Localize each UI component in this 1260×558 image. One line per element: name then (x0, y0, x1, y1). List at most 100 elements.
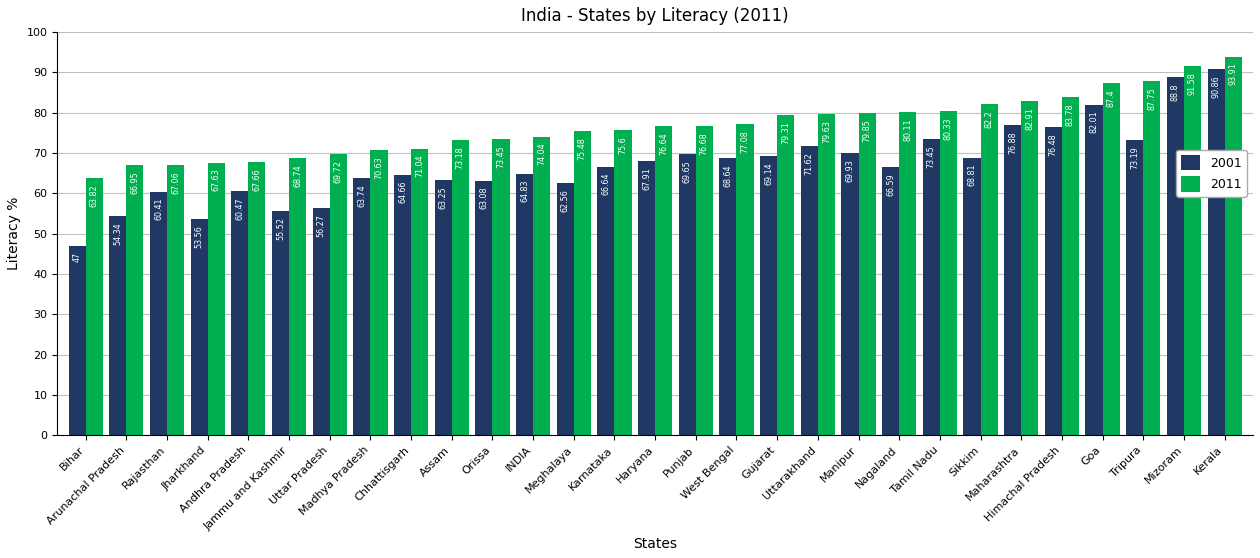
Text: 47: 47 (73, 252, 82, 262)
Bar (208, 162, 224, 435)
Text: 69.93: 69.93 (845, 160, 854, 182)
Text: 66.64: 66.64 (601, 172, 610, 195)
Bar (232, 191, 248, 435)
Bar (1143, 81, 1160, 435)
Bar (190, 219, 208, 435)
Bar (452, 140, 469, 435)
Text: 66.95: 66.95 (131, 171, 140, 194)
Text: 82.01: 82.01 (1090, 110, 1099, 133)
Bar (68, 246, 86, 435)
Bar (289, 158, 306, 435)
Text: 67.91: 67.91 (643, 167, 651, 190)
Bar (573, 131, 591, 435)
Text: 67.66: 67.66 (252, 169, 261, 191)
Bar (150, 191, 168, 435)
Bar (777, 116, 794, 435)
Bar (900, 112, 916, 435)
Text: 64.66: 64.66 (398, 181, 407, 203)
Bar (1184, 66, 1201, 435)
Bar (801, 146, 818, 435)
Text: 66.59: 66.59 (886, 173, 895, 195)
Y-axis label: Literacy %: Literacy % (8, 197, 21, 270)
Bar (679, 155, 696, 435)
Text: 79.31: 79.31 (781, 122, 790, 145)
Text: 60.41: 60.41 (154, 198, 163, 220)
Bar (940, 112, 956, 435)
Bar (696, 126, 713, 435)
Text: 69.72: 69.72 (334, 160, 343, 183)
Bar (312, 208, 330, 435)
Text: 73.18: 73.18 (456, 146, 465, 169)
Text: 76.88: 76.88 (1008, 131, 1017, 154)
Bar (394, 175, 411, 435)
Text: 87.75: 87.75 (1148, 88, 1157, 110)
Text: 76.48: 76.48 (1048, 133, 1058, 156)
Bar (638, 161, 655, 435)
Bar (719, 158, 737, 435)
Text: 64.83: 64.83 (520, 180, 529, 203)
Bar (1045, 127, 1062, 435)
Bar (272, 211, 289, 435)
Bar (493, 139, 509, 435)
Bar (1126, 140, 1143, 435)
Bar (370, 151, 388, 435)
Text: 68.74: 68.74 (294, 164, 302, 187)
Text: 63.08: 63.08 (479, 187, 489, 209)
Text: 68.64: 68.64 (723, 165, 732, 187)
Text: 69.65: 69.65 (683, 161, 692, 183)
Bar (882, 167, 900, 435)
Text: 71.04: 71.04 (415, 155, 425, 177)
Bar (818, 114, 835, 435)
Text: 74.04: 74.04 (537, 143, 546, 165)
Text: 76.64: 76.64 (659, 132, 668, 155)
Text: 67.06: 67.06 (171, 171, 180, 194)
Bar (1021, 101, 1038, 435)
Text: 82.91: 82.91 (1026, 107, 1034, 130)
Text: 91.58: 91.58 (1188, 72, 1197, 95)
Text: 73.45: 73.45 (927, 145, 936, 168)
Bar (1167, 77, 1184, 435)
Text: 63.25: 63.25 (438, 186, 447, 209)
Text: 88.8: 88.8 (1171, 83, 1179, 101)
Bar (615, 131, 631, 435)
Title: India - States by Literacy (2011): India - States by Literacy (2011) (522, 7, 789, 25)
Text: 82.2: 82.2 (984, 110, 994, 128)
Bar (1085, 104, 1102, 435)
Bar (475, 181, 493, 435)
Bar (597, 166, 615, 435)
Bar (353, 178, 370, 435)
Bar (964, 158, 980, 435)
Text: 90.86: 90.86 (1212, 75, 1221, 98)
Text: 79.85: 79.85 (863, 119, 872, 142)
Text: 55.52: 55.52 (276, 218, 285, 240)
Text: 63.82: 63.82 (89, 184, 98, 206)
Text: 87.4: 87.4 (1106, 89, 1115, 107)
Text: 67.63: 67.63 (212, 169, 220, 191)
Bar (435, 180, 452, 435)
Text: 71.62: 71.62 (805, 152, 814, 175)
Bar (655, 126, 673, 435)
Bar (1207, 69, 1225, 435)
Text: 56.27: 56.27 (316, 214, 325, 237)
Text: 83.78: 83.78 (1066, 103, 1075, 126)
Text: 80.33: 80.33 (944, 117, 953, 140)
Bar (1004, 125, 1021, 435)
Bar (1062, 98, 1079, 435)
Text: 63.74: 63.74 (358, 184, 367, 207)
Text: 60.47: 60.47 (236, 198, 244, 220)
Text: 53.56: 53.56 (195, 225, 204, 248)
Bar (126, 165, 144, 435)
Bar (168, 165, 184, 435)
Bar (557, 183, 573, 435)
Text: 77.08: 77.08 (741, 131, 750, 153)
Text: 70.63: 70.63 (374, 156, 383, 179)
Text: 68.81: 68.81 (968, 164, 977, 186)
Bar (737, 124, 753, 435)
Bar (760, 156, 777, 435)
Text: 54.34: 54.34 (113, 222, 122, 245)
Bar (517, 174, 533, 435)
Text: 75.48: 75.48 (578, 137, 587, 160)
Bar (86, 178, 103, 435)
Bar (248, 162, 266, 435)
Bar (411, 149, 428, 435)
